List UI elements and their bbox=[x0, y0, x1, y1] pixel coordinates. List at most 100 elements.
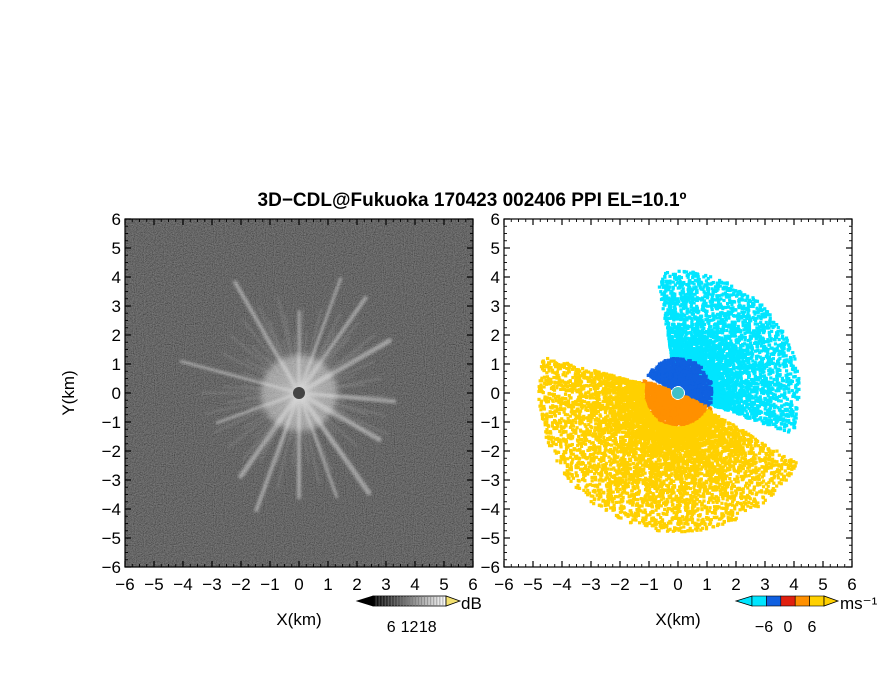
velocity-pixel bbox=[789, 359, 793, 363]
velocity-pixel bbox=[708, 318, 712, 323]
velocity-pixel bbox=[778, 364, 782, 368]
velocity-pixel bbox=[775, 322, 779, 327]
velocity-pixel bbox=[713, 344, 718, 348]
velocity-pixel bbox=[723, 281, 727, 285]
velocity-pixel bbox=[675, 317, 679, 321]
velocity-pixel bbox=[724, 286, 729, 290]
velocity-pixel bbox=[752, 302, 756, 306]
velocity-pixel bbox=[702, 353, 706, 357]
velocity-pixel bbox=[700, 336, 704, 341]
velocity-pixel bbox=[706, 276, 710, 281]
velocity-pixel bbox=[694, 322, 699, 326]
velocity-pixel bbox=[781, 329, 785, 333]
velocity-pixel bbox=[690, 333, 694, 337]
velocity-pixel bbox=[725, 324, 729, 328]
velocity-pixel bbox=[747, 308, 751, 312]
velocity-pixel bbox=[671, 292, 675, 296]
x-tick-label: 3 bbox=[381, 575, 390, 594]
velocity-pixel bbox=[670, 354, 674, 359]
velocity-pixel bbox=[746, 339, 751, 343]
velocity-pixel bbox=[728, 342, 732, 346]
velocity-pixel bbox=[725, 343, 729, 347]
velocity-pixel bbox=[768, 335, 772, 339]
velocity-pixel bbox=[730, 309, 734, 314]
velocity-pixel bbox=[661, 307, 665, 311]
velocity-pixel bbox=[752, 402, 756, 406]
velocity-pixel bbox=[777, 337, 781, 342]
velocity-pixel bbox=[670, 322, 675, 327]
velocity-pixel bbox=[730, 321, 734, 325]
velocity-pixel bbox=[730, 302, 734, 307]
velocity-pixel bbox=[662, 292, 666, 296]
velocity-pixel bbox=[749, 304, 753, 309]
velocity-pixel bbox=[784, 336, 789, 340]
velocity-pixel bbox=[709, 352, 714, 356]
velocity-pixel bbox=[690, 299, 694, 303]
y-tick-label: 5 bbox=[112, 239, 121, 258]
velocity-pixel bbox=[700, 322, 704, 327]
velocity-pixel bbox=[761, 391, 765, 395]
velocity-pixel bbox=[710, 356, 714, 360]
velocity-pixel bbox=[746, 306, 750, 310]
velocity-pixel bbox=[691, 348, 695, 352]
velocity-pixel bbox=[681, 328, 685, 332]
velocity-pixel bbox=[722, 314, 726, 318]
velocity-pixel bbox=[721, 379, 726, 383]
velocity-pixel bbox=[761, 421, 766, 426]
velocity-pixel bbox=[745, 348, 749, 352]
velocity-pixel bbox=[750, 344, 754, 348]
velocity-pixel bbox=[672, 316, 677, 320]
velocity-pixel bbox=[735, 314, 739, 318]
velocity-pixel bbox=[675, 300, 680, 305]
velocity-pixel bbox=[690, 325, 694, 329]
velocity-pixel bbox=[787, 418, 791, 423]
velocity-pixel bbox=[735, 360, 740, 364]
velocity-pixel bbox=[726, 377, 730, 381]
velocity-pixel bbox=[777, 362, 781, 366]
velocity-pixel bbox=[695, 331, 699, 335]
velocity-pixel bbox=[675, 331, 679, 335]
velocity-pixel bbox=[668, 301, 673, 305]
velocity-pixel bbox=[714, 298, 718, 302]
velocity-pixel bbox=[743, 324, 747, 329]
velocity-pixel bbox=[715, 380, 719, 384]
velocity-pixel bbox=[666, 280, 670, 284]
velocity-pixel bbox=[786, 430, 791, 434]
velocity-pixel bbox=[697, 398, 701, 402]
velocity-pixel bbox=[733, 334, 737, 338]
velocity-pixel bbox=[759, 321, 763, 325]
velocity-pixel bbox=[698, 390, 702, 394]
velocity-pixel bbox=[706, 363, 710, 367]
velocity-pixel bbox=[782, 387, 786, 391]
velocity-pixel bbox=[719, 390, 723, 394]
velocity-pixel bbox=[751, 379, 755, 383]
y-tick-label: 1 bbox=[112, 355, 121, 374]
velocity-pixel bbox=[716, 312, 721, 317]
velocity-pixel bbox=[758, 372, 762, 376]
left-colorbar-max-arrow bbox=[445, 595, 462, 607]
velocity-pixel bbox=[775, 414, 779, 418]
velocity-pixel bbox=[735, 376, 739, 381]
velocity-pixel bbox=[689, 337, 693, 342]
velocity-pixel bbox=[797, 376, 801, 381]
velocity-pixel bbox=[717, 336, 721, 340]
velocity-pixel bbox=[753, 390, 757, 394]
velocity-pixel bbox=[734, 327, 738, 332]
velocity-pixel bbox=[701, 287, 705, 292]
velocity-pixel bbox=[702, 322, 707, 327]
velocity-pixel bbox=[708, 332, 712, 336]
velocity-pixel bbox=[696, 319, 700, 323]
velocity-pixel bbox=[721, 375, 725, 379]
velocity-pixel bbox=[700, 281, 704, 285]
velocity-pixel bbox=[696, 325, 700, 329]
velocity-pixel bbox=[663, 271, 668, 276]
velocity-pixel bbox=[731, 400, 735, 404]
velocity-pixel bbox=[745, 405, 749, 409]
velocity-pixel bbox=[789, 363, 793, 367]
velocity-pixel bbox=[704, 361, 708, 365]
velocity-pixel bbox=[710, 307, 714, 312]
velocity-pixel bbox=[718, 367, 722, 371]
velocity-pixel bbox=[746, 390, 750, 394]
velocity-pixel bbox=[657, 285, 662, 289]
velocity-pixel bbox=[761, 337, 766, 341]
